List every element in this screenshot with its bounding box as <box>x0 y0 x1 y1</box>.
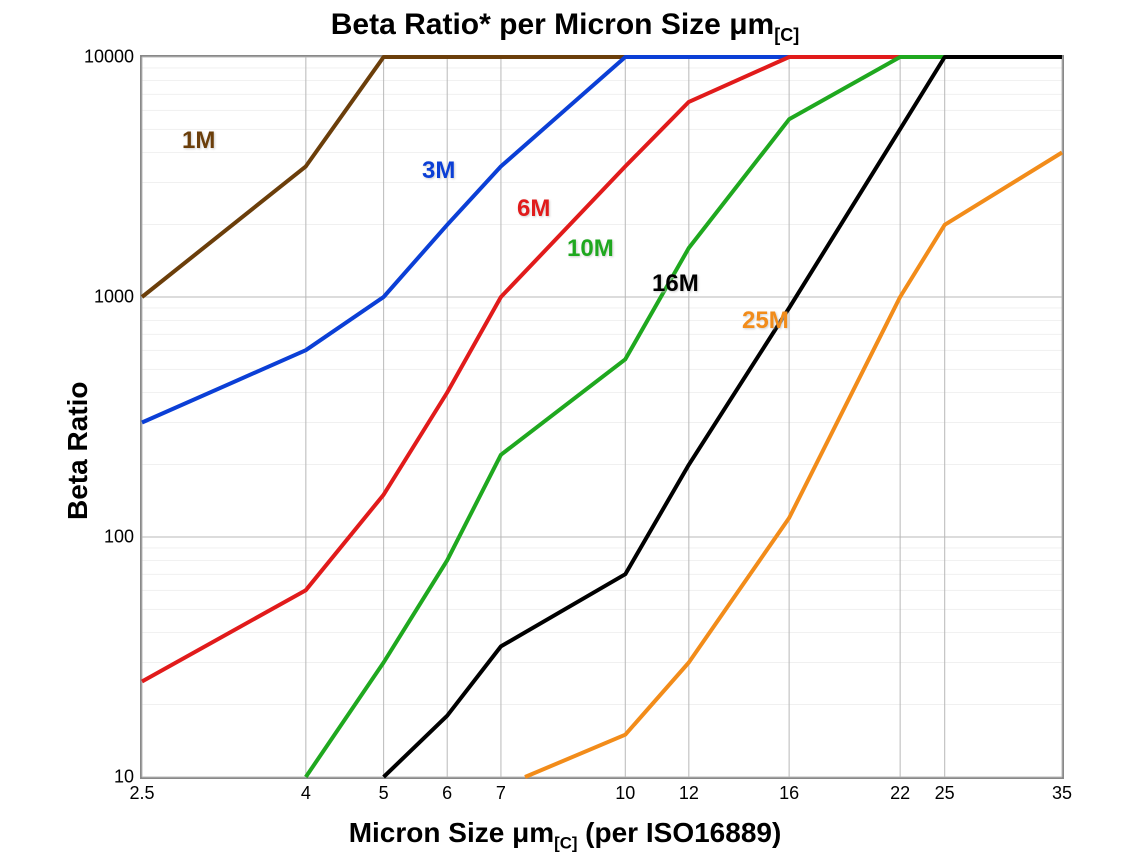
x-tick-label: 16 <box>779 783 799 804</box>
x-tick-label: 35 <box>1052 783 1072 804</box>
x-tick-label: 7 <box>496 783 506 804</box>
x-tick-label: 12 <box>679 783 699 804</box>
plot-svg <box>142 57 1062 777</box>
series-line-16M <box>384 57 1062 777</box>
series-label-6M: 6M <box>517 195 550 223</box>
y-tick-label: 10000 <box>84 47 134 68</box>
series-label-3M: 3M <box>422 157 455 185</box>
y-tick-label: 100 <box>104 527 134 548</box>
chart-container: Beta Ratio* per Micron Size μm[C] Beta R… <box>0 0 1130 858</box>
series-label-25M: 25M <box>742 307 789 335</box>
series-label-10M: 10M <box>567 235 614 263</box>
y-tick-label: 1000 <box>94 287 134 308</box>
x-tick-label: 25 <box>935 783 955 804</box>
series-label-1M: 1M <box>182 127 215 155</box>
x-tick-label: 4 <box>301 783 311 804</box>
chart-title: Beta Ratio* per Micron Size μm[C] <box>0 8 1130 46</box>
x-tick-label: 5 <box>379 783 389 804</box>
x-axis-label: Micron Size μm[C] (per ISO16889) <box>0 817 1130 854</box>
plot-area: 2.54567101216222535101001000100001M3M6M1… <box>140 55 1064 779</box>
x-tick-label: 6 <box>442 783 452 804</box>
y-tick-label: 10 <box>114 767 134 788</box>
y-axis-label: Beta Ratio <box>62 382 94 520</box>
x-tick-label: 10 <box>615 783 635 804</box>
series-label-16M: 16M <box>652 270 699 298</box>
x-tick-label: 22 <box>890 783 910 804</box>
